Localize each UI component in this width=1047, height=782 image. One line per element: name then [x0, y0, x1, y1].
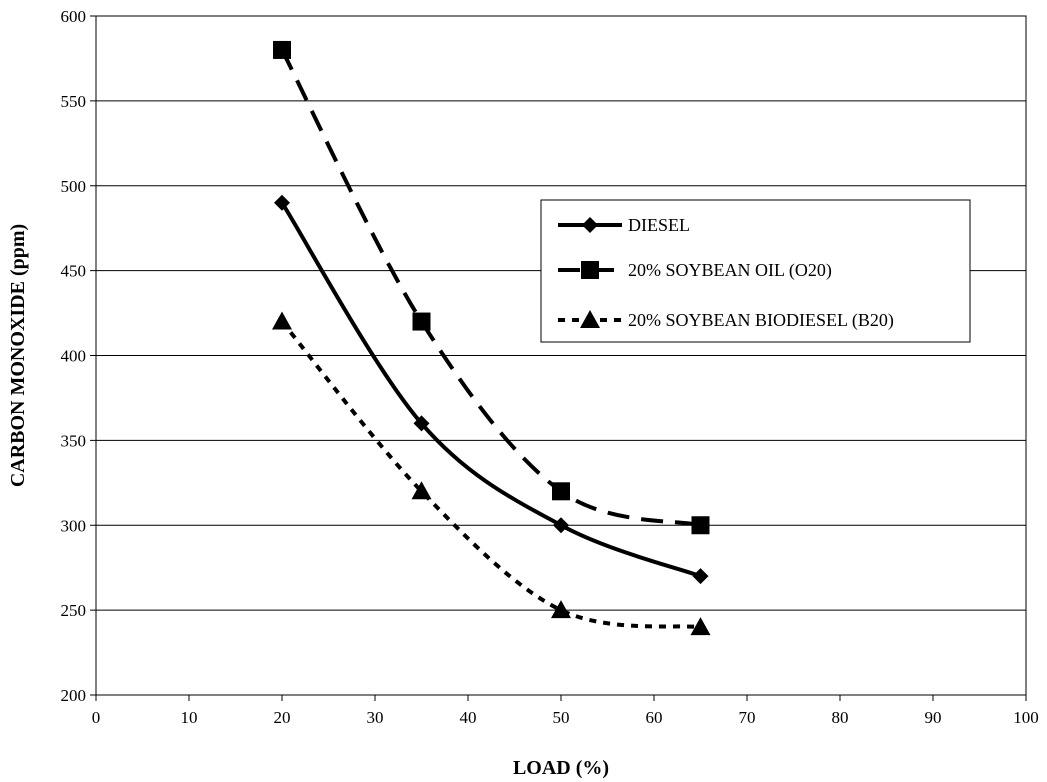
x-tick-label: 80 [832, 708, 849, 727]
data-point-o20 [552, 482, 570, 501]
data-point-diesel [413, 415, 430, 432]
y-tick-label: 350 [61, 431, 87, 450]
legend-label-o20: 20% SOYBEAN OIL (O20) [628, 260, 832, 281]
series-line-o20 [280, 49, 701, 528]
data-point-diesel [553, 517, 569, 534]
data-point-b20 [272, 311, 292, 330]
x-tick-label: 50 [553, 708, 570, 727]
series-diesel [274, 194, 709, 585]
x-tick-label: 60 [646, 708, 663, 727]
data-point-o20 [691, 516, 710, 535]
legend-marker-b20 [580, 310, 600, 328]
series-line-b20 [280, 320, 701, 630]
data-point-b20 [411, 481, 432, 500]
data-point-o20 [273, 40, 291, 59]
x-tick-label: 30 [367, 708, 384, 727]
y-tick-label: 550 [61, 92, 87, 111]
legend-label-diesel: DIESEL [628, 215, 690, 235]
data-point-diesel [274, 194, 290, 211]
y-tick-label: 250 [61, 601, 87, 620]
x-axis: 0 10 20 30 40 50 60 70 80 90 100 [92, 695, 1039, 727]
x-tick-label: 100 [1013, 708, 1039, 727]
legend-label-b20: 20% SOYBEAN BIODIESEL (B20) [628, 310, 894, 331]
y-tick-label: 450 [61, 262, 87, 281]
x-tick-label: 70 [739, 708, 756, 727]
y-axis-title: CARBON MONOXIDE (ppm) [7, 224, 29, 487]
y-tick-label: 500 [61, 177, 87, 196]
x-tick-label: 20 [274, 708, 291, 727]
legend: DIESEL 20% SOYBEAN OIL (O20) 20% SOYBEAN B… [540, 199, 971, 343]
data-point-diesel [692, 568, 709, 585]
y-tick-label: 200 [61, 686, 87, 705]
gridlines [96, 15, 1026, 696]
y-tick-label: 300 [61, 516, 87, 535]
data-point-b20 [690, 617, 711, 636]
legend-marker-diesel [582, 217, 598, 233]
x-tick-label: 40 [460, 708, 477, 727]
y-tick-label: 400 [61, 347, 87, 366]
data-point-b20 [551, 600, 571, 619]
y-axis: 200 250 300 350 400 450 500 550 600 [61, 7, 96, 705]
x-tick-label: 10 [181, 708, 198, 727]
x-tick-label: 0 [92, 708, 101, 727]
series-b20 [272, 311, 711, 636]
series-layer [272, 40, 711, 636]
x-axis-title: LOAD (%) [513, 757, 609, 779]
series-o20 [273, 40, 710, 535]
data-point-o20 [412, 312, 431, 331]
legend-marker-o20 [581, 261, 599, 279]
y-tick-label: 600 [61, 7, 87, 26]
series-line-diesel [280, 201, 702, 579]
x-tick-label: 90 [925, 708, 942, 727]
